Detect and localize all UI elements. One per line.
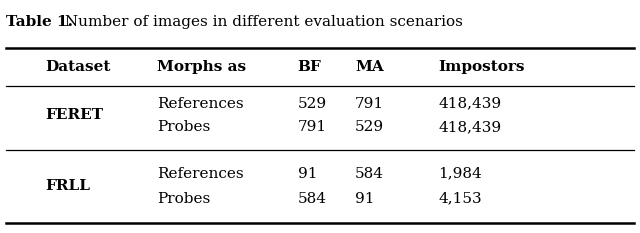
Text: 418,439: 418,439 [438,97,502,111]
Text: 91: 91 [355,192,374,206]
Text: 91: 91 [298,167,317,181]
Text: Number of images in different evaluation scenarios: Number of images in different evaluation… [60,15,462,29]
Text: FRLL: FRLL [45,179,90,193]
Text: Table 1.: Table 1. [6,15,74,29]
Text: 1,984: 1,984 [438,167,482,181]
Text: BF: BF [298,60,321,74]
Text: Dataset: Dataset [45,60,110,74]
Text: 4,153: 4,153 [438,192,482,206]
Text: Impostors: Impostors [438,60,525,74]
Text: 584: 584 [355,167,384,181]
Text: References: References [157,97,243,111]
Text: 791: 791 [355,97,385,111]
Text: 529: 529 [298,97,327,111]
Text: Probes: Probes [157,120,210,134]
Text: 584: 584 [298,192,326,206]
Text: 529: 529 [355,120,385,134]
Text: 791: 791 [298,120,327,134]
Text: References: References [157,167,243,181]
Text: MA: MA [355,60,384,74]
Text: FERET: FERET [45,108,103,122]
Text: Probes: Probes [157,192,210,206]
Text: 418,439: 418,439 [438,120,502,134]
Text: Morphs as: Morphs as [157,60,246,74]
